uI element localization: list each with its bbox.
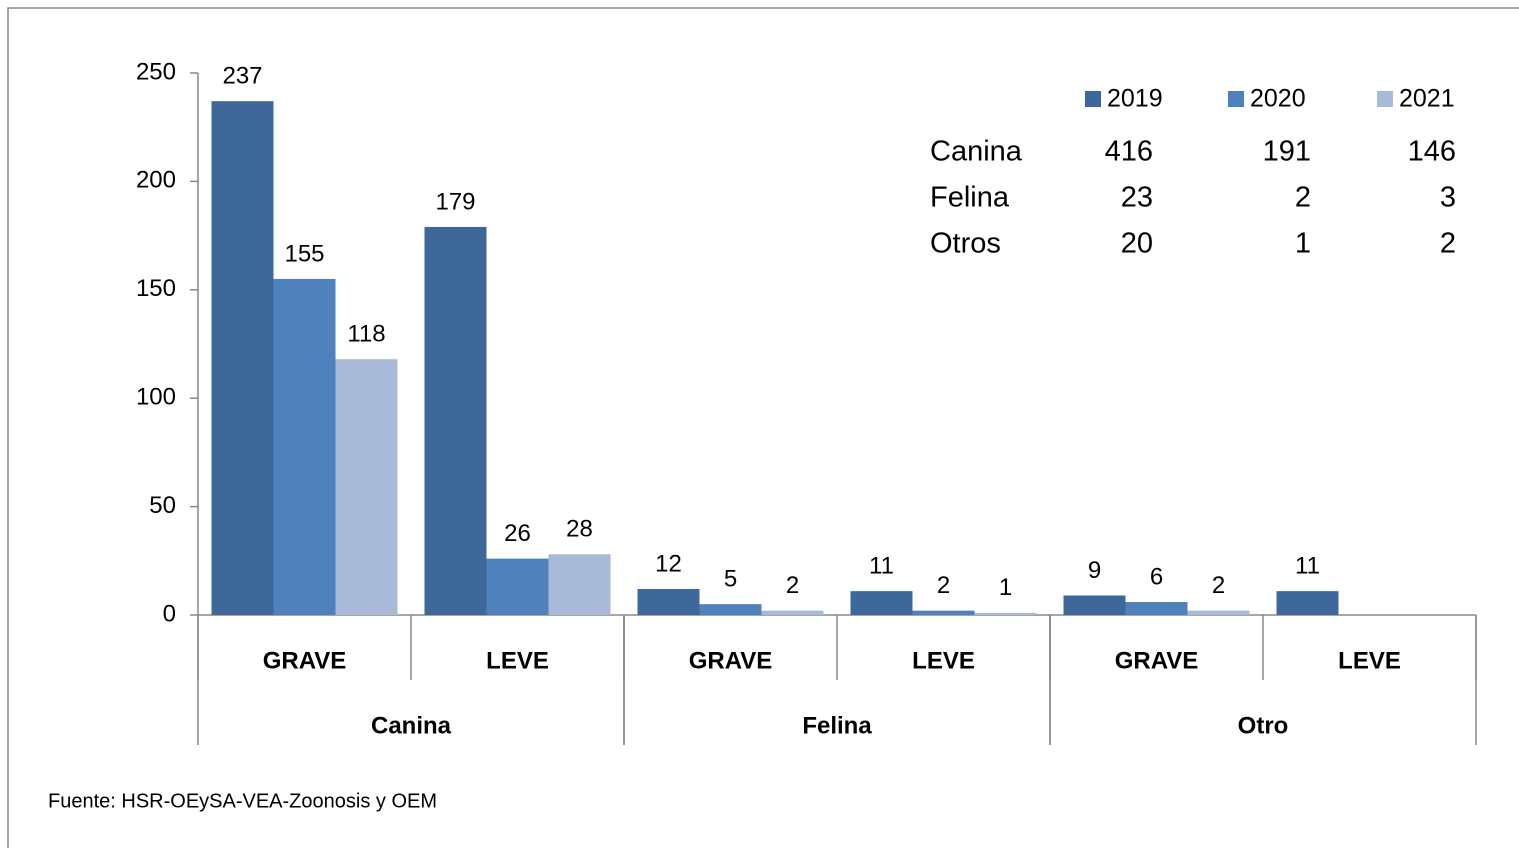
- table-row-label: Otros: [930, 228, 1001, 260]
- data-label: 2: [786, 572, 799, 599]
- bar: [637, 588, 700, 615]
- bar: [1276, 591, 1339, 615]
- data-label: 2: [937, 572, 950, 599]
- legend-label: 2020: [1250, 85, 1306, 113]
- group-label: Felina: [802, 712, 872, 739]
- bar: [699, 604, 762, 615]
- chart-frame: [7, 7, 1519, 848]
- y-tick-label: 200: [136, 167, 176, 194]
- table-value: 20: [1121, 228, 1153, 260]
- table-value: 2: [1295, 182, 1311, 214]
- legend-label: 2021: [1399, 85, 1455, 113]
- x-tick-label: GRAVE: [263, 647, 347, 674]
- data-label: 1: [999, 574, 1012, 601]
- y-tick-label: 150: [136, 275, 176, 302]
- bar: [1187, 610, 1250, 615]
- bar: [1125, 601, 1188, 615]
- table-value: 3: [1440, 182, 1456, 214]
- bar: [761, 610, 824, 615]
- legend-swatch: [1085, 91, 1101, 107]
- x-tick-label: LEVE: [486, 647, 549, 674]
- bar: [548, 554, 611, 615]
- data-label: 11: [869, 552, 894, 579]
- y-tick-label: 0: [163, 600, 176, 627]
- table-value: 1: [1295, 228, 1311, 260]
- table-value: 416: [1105, 136, 1153, 168]
- data-label: 2: [1212, 572, 1225, 599]
- y-tick-label: 100: [136, 384, 176, 411]
- bar: [273, 278, 336, 615]
- bar: [486, 558, 549, 615]
- data-label: 155: [284, 240, 324, 267]
- table-value: 191: [1263, 136, 1311, 168]
- bar: [912, 610, 975, 615]
- group-label: Otro: [1238, 712, 1289, 739]
- legend-swatch: [1377, 91, 1393, 107]
- data-label: 9: [1088, 557, 1101, 584]
- table-value: 23: [1121, 182, 1153, 214]
- bar: [850, 591, 913, 615]
- x-tick-label: GRAVE: [689, 647, 773, 674]
- bar: [974, 612, 1037, 615]
- data-label: 26: [504, 520, 531, 547]
- source-note: Fuente: HSR-OEySA-VEA-Zoonosis y OEM: [48, 790, 437, 812]
- data-label: 11: [1295, 552, 1320, 579]
- table-value: 2: [1440, 228, 1456, 260]
- y-tick-label: 50: [149, 492, 176, 519]
- legend-swatch: [1228, 91, 1244, 107]
- y-tick-label: 250: [136, 58, 176, 85]
- data-label: 28: [566, 516, 593, 543]
- x-tick-label: GRAVE: [1115, 647, 1199, 674]
- table-row-label: Canina: [930, 136, 1023, 168]
- bar: [335, 359, 398, 615]
- table-value: 146: [1408, 136, 1456, 168]
- data-label: 5: [724, 566, 737, 593]
- bar: [1063, 595, 1126, 615]
- x-tick-label: LEVE: [1338, 647, 1401, 674]
- data-label: 12: [655, 550, 682, 577]
- bar: [211, 101, 274, 615]
- bar: [424, 226, 487, 616]
- data-label: 179: [435, 188, 475, 215]
- table-row-label: Felina: [930, 182, 1010, 214]
- data-label: 6: [1150, 563, 1163, 590]
- data-label: 118: [347, 321, 385, 348]
- data-label: 237: [222, 63, 262, 90]
- legend-label: 2019: [1107, 85, 1163, 113]
- x-tick-label: LEVE: [912, 647, 975, 674]
- group-label: Canina: [371, 712, 452, 739]
